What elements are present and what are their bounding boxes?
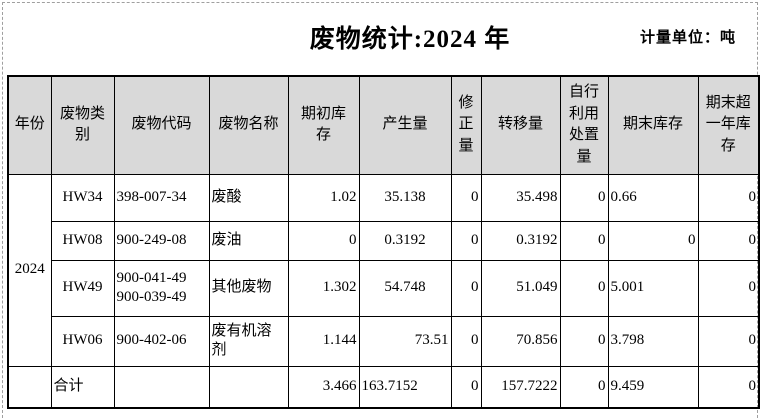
category-cell: HW34 — [50, 173, 115, 222]
self-disposal-cell: 0 — [559, 259, 609, 317]
correction-cell: 0 — [450, 315, 482, 367]
waste-name-cell — [208, 365, 289, 409]
correction-cell: 0 — [450, 365, 482, 409]
col-correction: 修 正 量 — [450, 75, 482, 175]
self-disposal-cell: 0 — [559, 315, 609, 367]
transferred-cell: 70.856 — [480, 315, 561, 367]
opening-stock-cell: 1.144 — [287, 315, 360, 367]
over-one-year-cell: 0 — [697, 220, 760, 261]
waste-name-cell: 废有机溶剂 — [208, 315, 289, 367]
correction-cell: 0 — [450, 220, 482, 261]
self-disposal-cell: 0 — [559, 173, 609, 222]
over-one-year-cell: 0 — [697, 173, 760, 222]
col-waste-code: 废物代码 — [113, 75, 210, 175]
category-cell: HW08 — [50, 220, 115, 261]
total-row: 合计 3.466 163.7152 0 157.7222 0 9.459 0 — [7, 365, 760, 409]
waste-name-cell: 其他废物 — [208, 259, 289, 317]
generated-cell: 54.748 — [358, 259, 452, 317]
transferred-cell: 51.049 — [480, 259, 561, 317]
code-cell: 900-249-08 — [113, 220, 210, 261]
over-one-year-cell: 0 — [697, 259, 760, 317]
data-row-hw34: 2024 HW34 398-007-34 废酸 1.02 35.138 0 35.498 0 0.… — [7, 173, 760, 367]
waste-name-cell: 废油 — [208, 220, 289, 261]
code-cell: 900-402-06 — [113, 315, 210, 367]
correction-cell: 0 — [450, 173, 482, 222]
code-cell: 900-041-49 900-039-49 — [113, 259, 210, 317]
opening-stock-cell: 1.02 — [287, 173, 360, 222]
closing-stock-cell: 5.001 — [607, 259, 699, 317]
code-cell — [113, 365, 210, 409]
transferred-cell: 157.7222 — [480, 365, 561, 409]
col-generated: 产生量 — [358, 75, 452, 175]
self-disposal-cell: 0 — [559, 365, 609, 409]
generated-cell: 0.3192 — [358, 220, 452, 261]
col-over-one-year-stock: 期末超 一年库 存 — [697, 75, 760, 175]
opening-stock-cell: 3.466 — [287, 365, 360, 409]
transferred-cell: 0.3192 — [480, 220, 561, 261]
generated-cell: 73.51 — [358, 315, 452, 367]
col-year: 年份 — [7, 75, 52, 175]
header-row: 年份 废物类 别废物代码 废物名称 期初库 存产生量修 正 量转移量 自行 利用 处置 … — [7, 75, 760, 175]
waste-statistics-table: 年份 废物类 别废物代码 废物名称 期初库 存产生量修 正 量转移量 自行 利用 处置 … — [7, 75, 760, 409]
correction-cell: 0 — [450, 259, 482, 317]
category-cell: HW49 — [50, 259, 115, 317]
category-cell: HW06 — [50, 315, 115, 367]
table-body: 2024 HW34 398-007-34 废酸 1.02 35.138 0 35.498 0 0.… — [7, 173, 760, 409]
year-cell — [7, 365, 52, 409]
unit-label: 计量单位：吨 — [639, 29, 736, 46]
opening-stock-cell: 1.302 — [287, 259, 360, 317]
generated-cell: 163.7152 — [358, 365, 452, 409]
col-waste-category: 废物类 别 — [50, 75, 115, 175]
closing-stock-cell: 0 — [607, 220, 699, 261]
over-one-year-cell: 0 — [697, 365, 760, 409]
col-opening-stock: 期初库 存 — [287, 75, 360, 175]
closing-stock-cell: 3.798 — [607, 315, 699, 367]
opening-stock-cell: 0 — [287, 220, 360, 261]
col-closing-stock: 期末库存 — [607, 75, 699, 175]
waste-name-cell: 废酸 — [208, 173, 289, 222]
data-row-hw08: HW08 900-249-08 废油 0 0.3192 0 0.3192 0 0 0 — [8, 220, 760, 261]
data-row-hw06: HW06 900-402-06 废有机溶剂 1.144 73.51 0 70.856 0 3.7… — [8, 315, 760, 367]
self-disposal-cell: 0 — [559, 220, 609, 261]
closing-stock-cell: 0.66 — [607, 173, 699, 222]
col-waste-name: 废物名称 — [208, 75, 289, 175]
generated-cell: 35.138 — [358, 173, 452, 222]
total-label-cell: 合计 — [50, 365, 115, 409]
year-cell: 2024 — [7, 173, 52, 367]
page-title: 废物统计:2024 年 — [309, 26, 511, 53]
closing-stock-cell: 9.459 — [607, 365, 699, 409]
data-row-hw49: HW49 900-041-49 900-039-49 其他废物 1.302 54.748… — [8, 259, 760, 317]
col-self-disposal: 自行 利用 处置 量 — [559, 75, 609, 175]
code-cell: 398-007-34 — [113, 173, 210, 222]
col-transferred: 转移量 — [480, 75, 561, 175]
over-one-year-cell: 0 — [697, 315, 760, 367]
transferred-cell: 35.498 — [480, 173, 561, 222]
